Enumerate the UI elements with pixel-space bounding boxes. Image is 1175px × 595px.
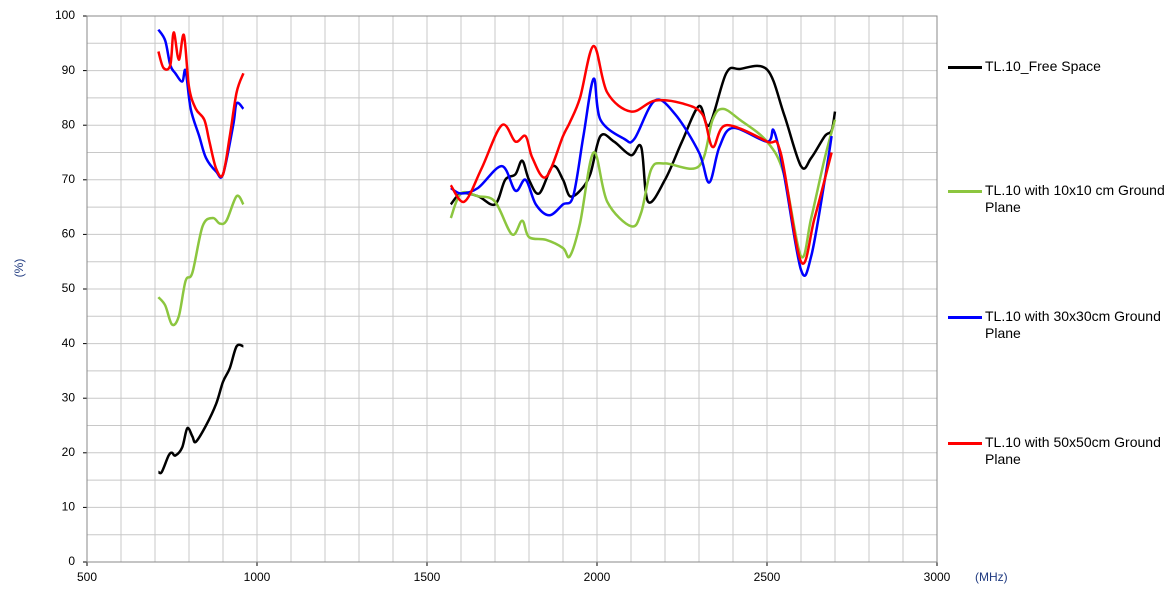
y-tick-label: 80 — [62, 117, 76, 131]
x-axis-title: (MHz) — [975, 570, 1008, 584]
legend-swatch — [948, 190, 982, 193]
y-tick-label: 50 — [62, 281, 76, 295]
legend-swatch — [948, 442, 982, 445]
x-tick-label: 1000 — [244, 570, 271, 584]
x-tick-label: 1500 — [414, 570, 441, 584]
x-tick-label: 500 — [77, 570, 97, 584]
legend-item: TL.10 with 10x10 cm Ground Plane — [948, 182, 1170, 216]
y-tick-label: 70 — [62, 172, 76, 186]
y-tick-label: 100 — [55, 8, 75, 22]
legend: TL.10_Free Space TL.10 with 10x10 cm Grou… — [948, 0, 1173, 595]
y-tick-label: 0 — [68, 554, 75, 568]
x-tick-label: 2000 — [584, 570, 611, 584]
y-axis-title: (%) — [12, 259, 26, 278]
legend-item: TL.10 with 30x30cm Ground Plane — [948, 308, 1170, 342]
y-tick-label: 90 — [62, 63, 76, 77]
y-tick-label: 60 — [62, 227, 76, 241]
legend-item: TL.10 with 50x50cm Ground Plane — [948, 434, 1170, 468]
x-tick-label: 2500 — [754, 570, 781, 584]
y-tick-label: 40 — [62, 336, 76, 350]
series-line — [157, 31, 833, 265]
series-line — [157, 64, 837, 475]
legend-label: TL.10 with 10x10 cm Ground Plane — [985, 182, 1165, 215]
legend-label: TL.10 with 30x30cm Ground Plane — [985, 308, 1161, 341]
legend-item: TL.10_Free Space — [948, 58, 1170, 75]
y-tick-label: 10 — [62, 500, 76, 514]
plot-frame — [86, 15, 938, 563]
legend-label: TL.10 with 50x50cm Ground Plane — [985, 434, 1161, 467]
legend-swatch — [948, 316, 982, 319]
y-tick-label: 20 — [62, 445, 76, 459]
y-tick-label: 30 — [62, 390, 76, 404]
series-line — [157, 107, 837, 327]
x-tick-label: 3000 — [924, 570, 951, 584]
legend-swatch — [948, 66, 982, 69]
legend-label: TL.10_Free Space — [985, 58, 1101, 74]
